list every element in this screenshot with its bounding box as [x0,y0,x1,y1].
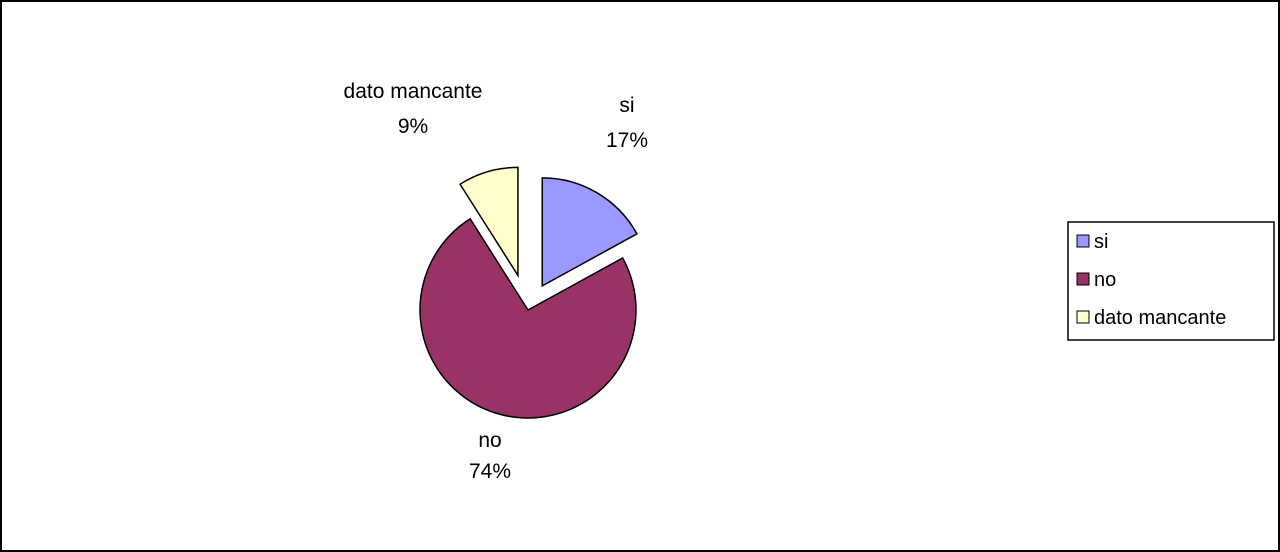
legend-swatch-dato-mancante [1076,310,1090,324]
slice-percent-no: 74% [469,460,511,483]
slice-label-dato-mancante: dato mancante [344,80,483,103]
legend-swatch-si [1076,234,1090,248]
slice-percent-si: 17% [606,129,648,152]
pie-slices [419,166,638,419]
slice-label-si: si [619,94,634,117]
pie-slice-si [541,177,638,288]
pie-slice-no [419,217,637,419]
legend-label-si: si [1094,231,1108,253]
slice-labels: si 17% no 74% dato mancante 9% [344,80,648,483]
legend-box [1067,221,1275,341]
legend-label-no: no [1094,269,1116,291]
slice-percent-dato-mancante: 9% [398,115,428,138]
slice-label-no: no [478,429,501,452]
legend-swatch-no [1076,272,1090,286]
legend-label-dato-mancante: dato mancante [1094,307,1226,329]
pie-slice-dato-mancante [459,166,519,279]
legend: si no dato mancante [1067,221,1275,341]
